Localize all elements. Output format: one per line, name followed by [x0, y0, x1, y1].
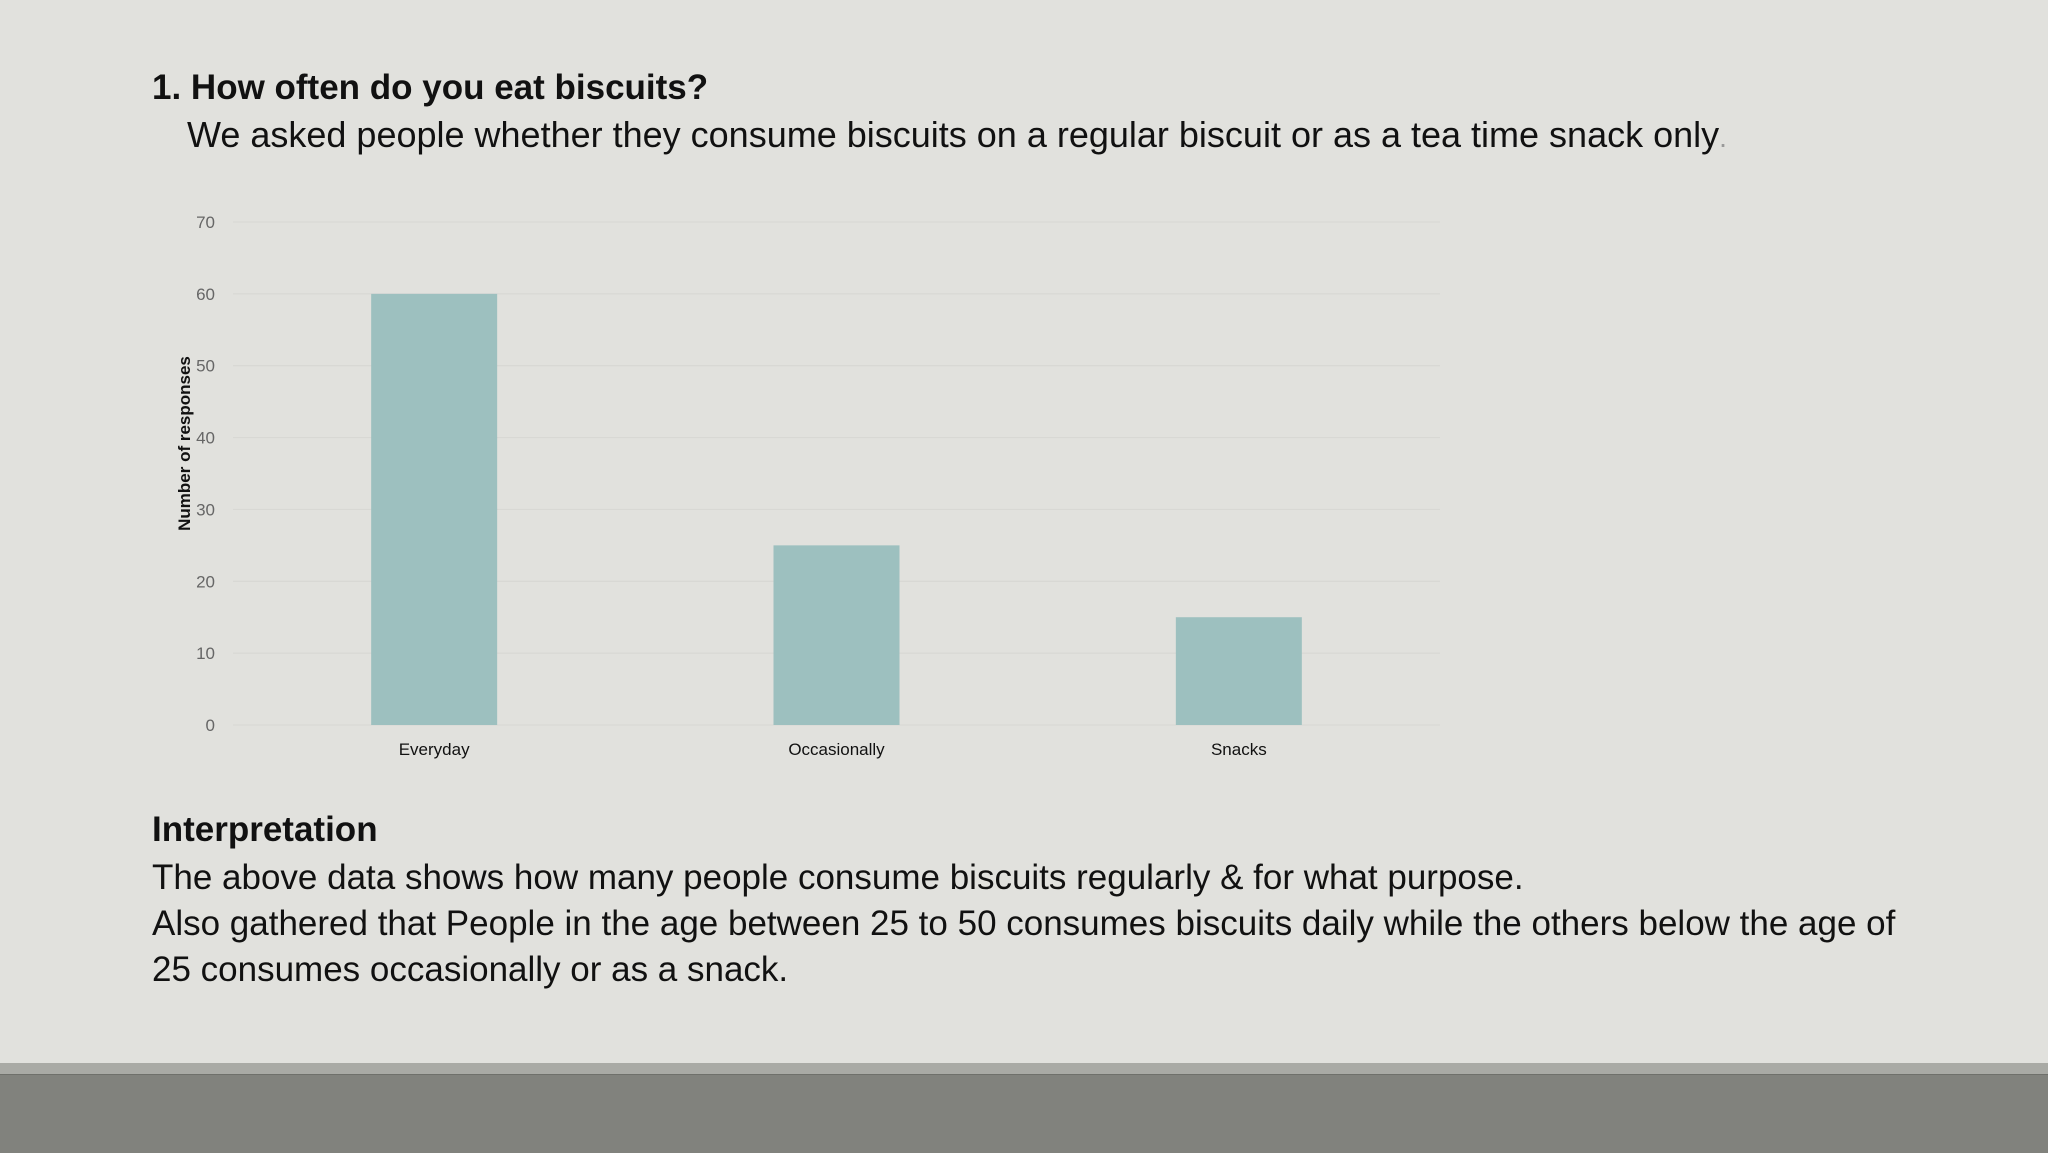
interpretation-line: 25 consumes occasionally or as a snack. [152, 950, 789, 989]
y-tick-label: 60 [196, 285, 215, 304]
question-subtitle: We asked people whether they consume bis… [187, 114, 1727, 156]
bar-chart: 0 10 20 30 40 50 60 70 Everyday Occasionally Snack… [175, 213, 1440, 759]
subtitle-end: . [1719, 122, 1727, 153]
footer-bar [0, 1074, 2048, 1153]
footer-stripe [0, 1063, 2048, 1074]
x-tick-label: Snacks [1211, 740, 1267, 759]
interpretation-body: The above data shows how many people con… [152, 855, 1952, 993]
y-tick-label: 40 [196, 429, 215, 448]
y-tick-label: 70 [196, 213, 215, 232]
x-tick-label: Occasionally [788, 740, 885, 759]
y-tick-label: 20 [196, 572, 215, 591]
question-title: 1. How often do you eat biscuits? [152, 68, 709, 107]
interpretation-line: The above data shows how many people con… [152, 858, 1524, 897]
interpretation-title: Interpretation [152, 810, 378, 849]
y-tick-label: 50 [196, 357, 215, 376]
y-tick-label: 10 [196, 644, 215, 663]
interpretation-line: Also gathered that People in the age bet… [152, 904, 1896, 943]
bar [371, 293, 498, 725]
subtitle-text: We asked people whether they consume bis… [187, 114, 1720, 155]
bar [773, 545, 900, 725]
y-axis-label: Number of responses [175, 356, 194, 531]
y-tick-label: 0 [206, 716, 215, 735]
y-tick-label: 30 [196, 500, 215, 519]
bar [1175, 617, 1302, 725]
x-tick-label: Everyday [399, 740, 470, 759]
